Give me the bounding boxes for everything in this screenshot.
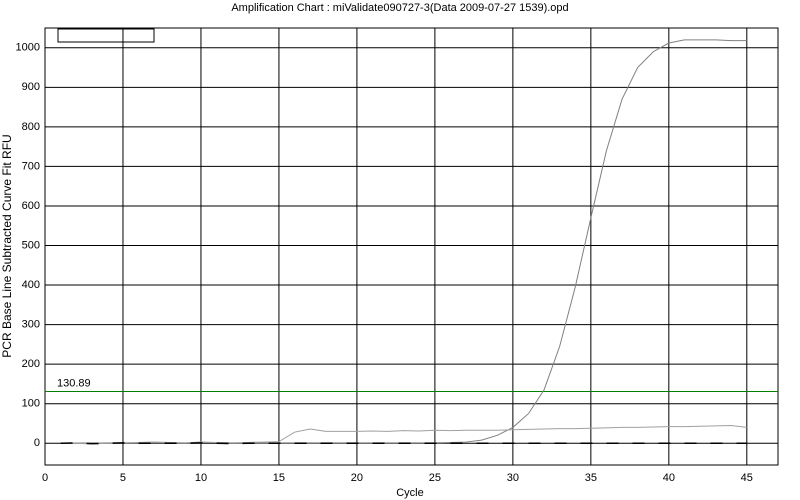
x-tick-label: 0	[42, 472, 48, 484]
x-tick-label: 5	[120, 472, 126, 484]
legend-box	[57, 28, 155, 43]
series-line	[60, 424, 747, 445]
y-tick-label: 100	[22, 398, 40, 410]
y-tick-label: 0	[34, 437, 40, 449]
x-tick-label: 15	[273, 472, 285, 484]
y-tick-label: 900	[22, 81, 40, 93]
threshold-label: 130.89	[57, 377, 91, 389]
x-tick-label: 40	[663, 472, 675, 484]
series-line	[60, 442, 747, 445]
x-tick-label: 20	[351, 472, 363, 484]
y-tick-label: 800	[22, 121, 40, 133]
y-tick-label: 1000	[16, 42, 40, 54]
y-tick-label: 400	[22, 279, 40, 291]
x-axis-label: Cycle	[396, 487, 424, 499]
plot-frame	[44, 27, 779, 466]
y-tick-label: 700	[22, 160, 40, 172]
series-line	[60, 39, 747, 444]
x-tick-label: 30	[507, 472, 519, 484]
chart-title: Amplification Chart : miValidate090727-3…	[231, 2, 568, 14]
x-tick-label: 25	[429, 472, 441, 484]
y-tick-label: 200	[22, 358, 40, 370]
x-tick-label: 35	[585, 472, 597, 484]
x-tick-label: 45	[741, 472, 753, 484]
y-tick-label: 600	[22, 200, 40, 212]
y-tick-label: 300	[22, 319, 40, 331]
y-tick-label: 500	[22, 239, 40, 251]
x-tick-label: 10	[195, 472, 207, 484]
y-axis-label: PCR Base Line Subtracted Curve Fit RFU	[0, 134, 14, 357]
